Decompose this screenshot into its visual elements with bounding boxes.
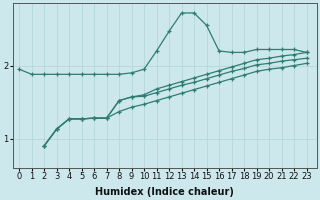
X-axis label: Humidex (Indice chaleur): Humidex (Indice chaleur) [95,187,234,197]
